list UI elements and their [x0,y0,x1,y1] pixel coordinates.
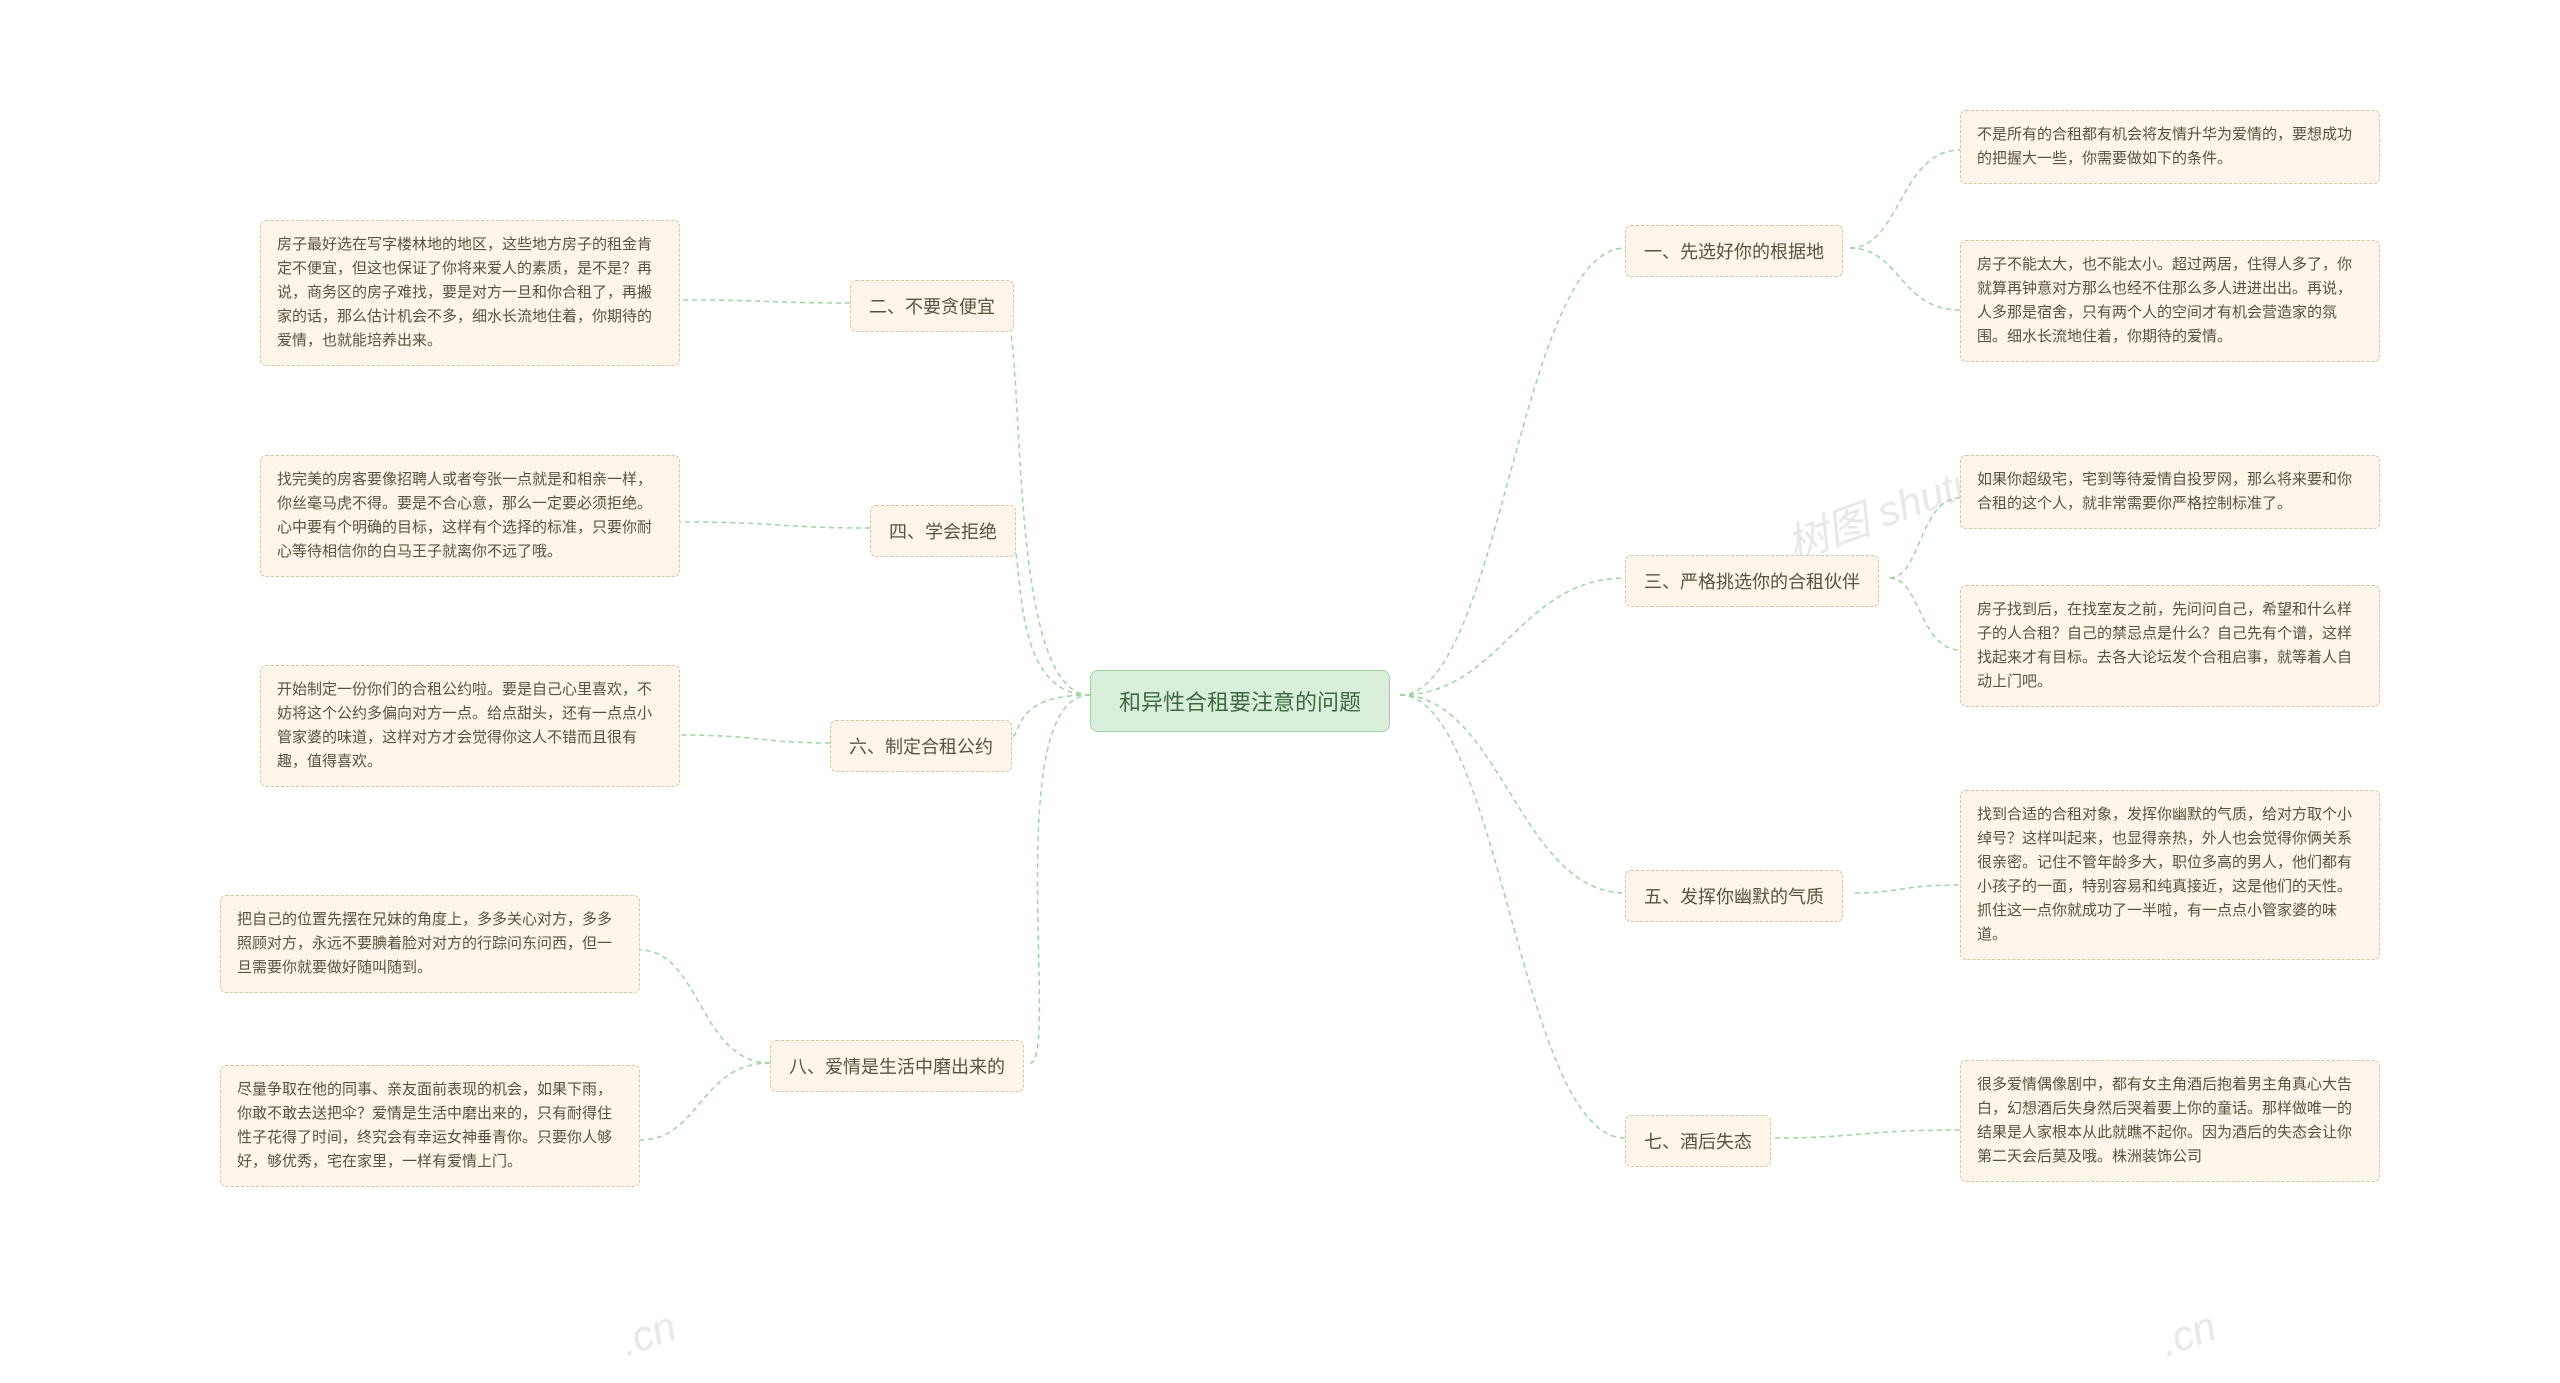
leaf-5-1: 找到合适的合租对象，发挥你幽默的气质，给对方取个小绰号？这样叫起来，也显得亲热，… [1960,790,2380,960]
leaf-6-1: 开始制定一份你们的合租公约啦。要是自己心里喜欢，不妨将这个公约多偏向对方一点。给… [260,665,680,787]
branch-1[interactable]: 一、先选好你的根据地 [1625,225,1843,277]
leaf-3-2: 房子找到后，在找室友之前，先问问自己，希望和什么样子的人合租？自己的禁忌点是什么… [1960,585,2380,707]
watermark: .cn [613,1302,682,1366]
leaf-8-2: 尽量争取在他的同事、亲友面前表现的机会，如果下雨，你敢不敢去送把伞？爱情是生活中… [220,1065,640,1187]
leaf-1-1: 不是所有的合租都有机会将友情升华为爱情的，要想成功的把握大一些，你需要做如下的条… [1960,110,2380,184]
branch-3[interactable]: 三、严格挑选你的合租伙伴 [1625,555,1879,607]
leaf-8-1: 把自己的位置先摆在兄妹的角度上，多多关心对方，多多照顾对方，永远不要腆着脸对对方… [220,895,640,993]
branch-4[interactable]: 四、学会拒绝 [870,505,1016,557]
branch-8[interactable]: 八、爱情是生活中磨出来的 [770,1040,1024,1092]
leaf-3-1: 如果你超级宅，宅到等待爱情自投罗网，那么将来要和你合租的这个人，就非常需要你严格… [1960,455,2380,529]
leaf-1-2: 房子不能太大，也不能太小。超过两居，住得人多了，你就算再钟意对方那么也经不住那么… [1960,240,2380,362]
watermark: .cn [2153,1302,2222,1366]
branch-5[interactable]: 五、发挥你幽默的气质 [1625,870,1843,922]
leaf-7-1: 很多爱情偶像剧中，都有女主角酒后抱着男主角真心大告白，幻想酒后失身然后哭着要上你… [1960,1060,2380,1182]
branch-2[interactable]: 二、不要贪便宜 [850,280,1014,332]
branch-6[interactable]: 六、制定合租公约 [830,720,1012,772]
leaf-4-1: 找完美的房客要像招聘人或者夸张一点就是和相亲一样，你丝毫马虎不得。要是不合心意，… [260,455,680,577]
branch-7[interactable]: 七、酒后失态 [1625,1115,1771,1167]
center-topic[interactable]: 和异性合租要注意的问题 [1090,670,1390,732]
leaf-2-1: 房子最好选在写字楼林地的地区，这些地方房子的租金肯定不便宜，但这也保证了你将来爱… [260,220,680,366]
